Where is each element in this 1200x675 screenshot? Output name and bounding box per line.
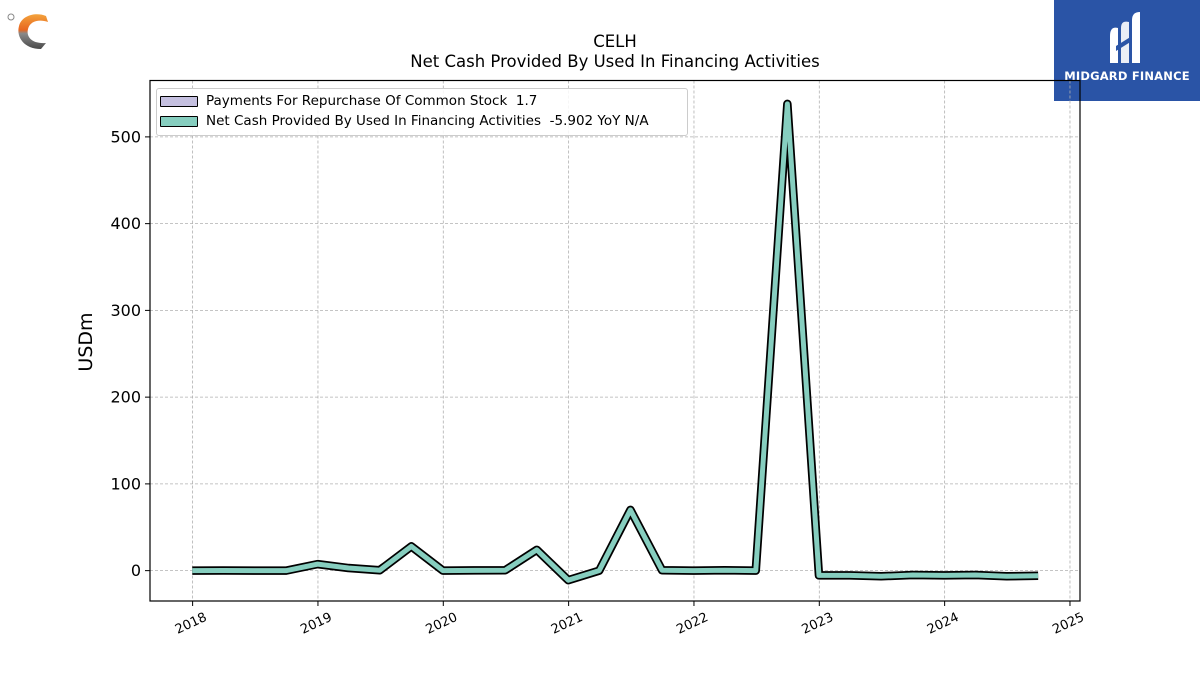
legend-swatch-financing: [160, 115, 198, 127]
x-axis: 2018 2019 2020 2021 2022 2023 2024 2025: [173, 601, 1087, 638]
grid-lines: [150, 80, 1080, 601]
brand-mark-icon: [1110, 12, 1140, 64]
legend-value-financing: -5.902 YoY N/A: [549, 113, 649, 129]
x-tick-label: 2024: [925, 610, 961, 638]
y-axis: 0 100 200 300 400 500: [110, 127, 150, 580]
x-tick-label: 2021: [549, 610, 585, 638]
legend: Payments For Repurchase Of Common Stock …: [156, 88, 688, 136]
brand-logo: MIDGARD FINANCE: [1054, 0, 1200, 101]
chart-title-metric: Net Cash Provided By Used In Financing A…: [410, 52, 820, 71]
y-tick-label: 400: [110, 214, 141, 233]
series-line-financing: [192, 101, 1039, 583]
y-tick-label: 100: [110, 474, 141, 493]
brand-name: MIDGARD FINANCE: [1064, 69, 1190, 83]
y-tick-label: 500: [110, 127, 141, 146]
plot-frame: [149, 79, 1081, 602]
legend-swatch-repurchase: [160, 95, 198, 107]
x-tick-label: 2019: [298, 610, 334, 638]
x-tick-label: 2018: [173, 610, 209, 638]
y-tick-label: 0: [131, 561, 141, 580]
x-tick-label: 2020: [424, 610, 460, 638]
y-tick-label: 200: [110, 388, 141, 407]
x-tick-label: 2023: [800, 610, 836, 638]
legend-value-repurchase: 1.7: [515, 93, 538, 109]
legend-item-repurchase: Payments For Repurchase Of Common Stock …: [157, 91, 537, 111]
legend-label-financing: Net Cash Provided By Used In Financing A…: [206, 113, 542, 129]
x-tick-label: 2025: [1050, 610, 1086, 638]
company-logo-icon: [7, 13, 48, 50]
chart-title-ticker: CELH: [593, 32, 637, 51]
y-axis-label: USDm: [75, 312, 97, 371]
legend-item-financing: Net Cash Provided By Used In Financing A…: [157, 111, 649, 131]
series-line-outline: [192, 99, 1039, 585]
series-group: [192, 99, 1039, 585]
y-tick-label: 300: [110, 301, 141, 320]
x-tick-label: 2022: [674, 610, 710, 638]
legend-label-repurchase: Payments For Repurchase Of Common Stock: [206, 93, 508, 109]
